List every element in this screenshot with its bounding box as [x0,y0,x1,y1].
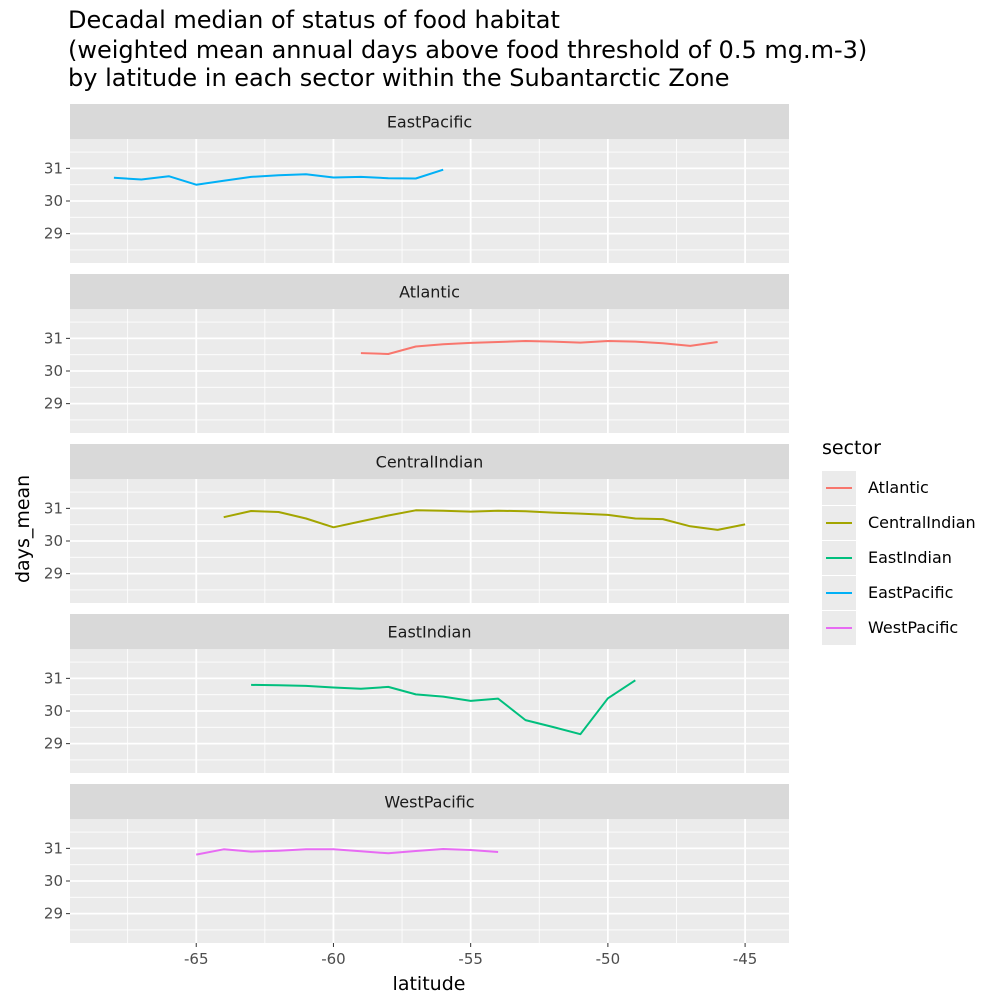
y-tick-label: 29 [44,565,63,583]
y-tick-label: 31 [44,329,63,347]
legend-label: WestPacific [868,618,959,637]
legend-key [822,471,856,505]
legend-label: CentralIndian [868,513,976,532]
facet-panel-atlantic: Atlantic 29 30 31 [44,274,789,433]
series-line-westpacific [196,848,499,856]
x-tick-label: -65 [184,950,209,968]
legend-label: Atlantic [868,478,929,497]
y-tick-label: 30 [44,362,63,380]
legend-item-westpacific: WestPacific [822,611,1002,645]
legend-key-line [826,522,852,524]
facet-strip [70,784,789,819]
y-tick-label: 30 [44,532,63,550]
facet-strip [70,104,789,139]
legend-item-eastpacific: EastPacific [822,576,1002,610]
legend-key [822,541,856,575]
y-tick-label: 29 [44,905,63,923]
facet-strip-label: Atlantic [399,283,460,302]
legend-title: sector [822,437,881,459]
y-tick-label: 31 [44,839,63,857]
facet-panel-eastpacific: EastPacific 29 30 31 [44,104,789,263]
y-tick-label: 29 [44,395,63,413]
facet-panel-eastindian: EastIndian 29 30 31 [44,614,789,773]
x-tick-label: -55 [458,950,483,968]
facet-strip [70,444,789,479]
y-tick-label: 31 [44,669,63,687]
y-tick-label: 29 [44,735,63,753]
facet-panel-centralindian: CentralIndian 29 30 31 [44,444,789,603]
x-tick-label: -50 [596,950,621,968]
facet-strip-label: CentralIndian [376,453,484,472]
facet-strip [70,274,789,309]
series-line-centralindian [223,509,746,531]
legend-key-line [826,592,852,594]
series-line-atlantic [360,340,718,355]
legend-key-line [826,487,852,489]
x-tick-label: -45 [733,950,758,968]
facet-strip-label: WestPacific [384,793,474,812]
legend-key [822,576,856,610]
y-tick-label: 31 [44,159,63,177]
legend-key [822,506,856,540]
chart-title-line-1: Decadal median of status of food habitat [68,6,560,34]
legend-key-line [826,557,852,559]
y-axis-label: days_mean [12,474,34,583]
chart-title-line-3: by latitude in each sector within the Su… [68,64,730,92]
y-tick-label: 30 [44,872,63,890]
facet-strip [70,614,789,649]
y-tick-label: 30 [44,192,63,210]
legend-key-line [826,627,852,629]
y-tick-label: 30 [44,702,63,720]
chart-title-line-2: (weighted mean annual days above food th… [68,36,868,64]
legend-item-atlantic: Atlantic [822,471,1002,505]
series-line-eastpacific [113,168,444,186]
facet-strip-label: EastPacific [387,113,472,132]
y-tick-label: 31 [44,499,63,517]
facet-strip-label: EastIndian [388,623,472,642]
legend-key [822,611,856,645]
legend-item-centralindian: CentralIndian [822,506,1002,540]
legend-label: EastIndian [868,548,952,567]
x-axis-label: latitude [392,973,466,995]
y-tick-label: 29 [44,225,63,243]
facet-panel-westpacific: WestPacific 29 30 31 -65 -60 -55 -50 -45 [44,784,789,968]
x-tick-label: -60 [321,950,346,968]
legend-label: EastPacific [868,583,954,602]
series-line-eastindian [251,679,636,736]
legend-item-eastindian: EastIndian [822,541,1002,575]
